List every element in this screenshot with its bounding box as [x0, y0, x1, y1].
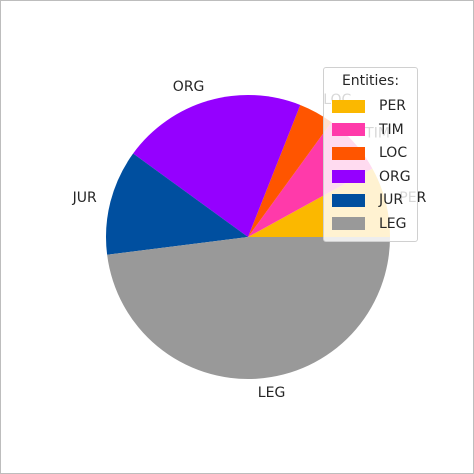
- legend-swatch: [332, 193, 365, 207]
- legend-entry-per: PER: [332, 96, 406, 116]
- legend-entry-org: ORG: [332, 167, 411, 187]
- pie-slice-jur: [106, 153, 249, 255]
- legend-label: PER: [379, 98, 407, 114]
- legend-label: ORG: [379, 168, 411, 185]
- legend-entry-loc: LOC: [332, 143, 407, 163]
- legend-label: LOC: [379, 145, 408, 161]
- legend-swatch: [332, 170, 365, 183]
- legend-entry-tim: TIM: [332, 120, 404, 140]
- pie-slice-leg: [107, 237, 390, 379]
- legend-entry-jur: JUR: [332, 190, 403, 210]
- legend-entry-leg: LEG: [332, 214, 407, 234]
- legend-label: LEG: [379, 215, 407, 232]
- pie-label-jur: JUR: [72, 190, 97, 206]
- legend-label: JUR: [379, 192, 404, 208]
- pie-label-leg: LEG: [258, 385, 286, 401]
- legend-swatch: [332, 99, 365, 113]
- pie-slice-loc: [248, 104, 332, 237]
- pie-label-org: ORG: [173, 79, 205, 95]
- legend-swatch: [332, 123, 365, 136]
- legend-swatch: [332, 217, 365, 230]
- legend-label: TIM: [379, 121, 404, 138]
- pie-slice-org: [133, 95, 301, 237]
- legend-swatch: [332, 146, 365, 160]
- legend: Entities: PER TIM LOC ORG JUR LEG: [323, 67, 418, 242]
- legend-title: Entities:: [341, 73, 400, 89]
